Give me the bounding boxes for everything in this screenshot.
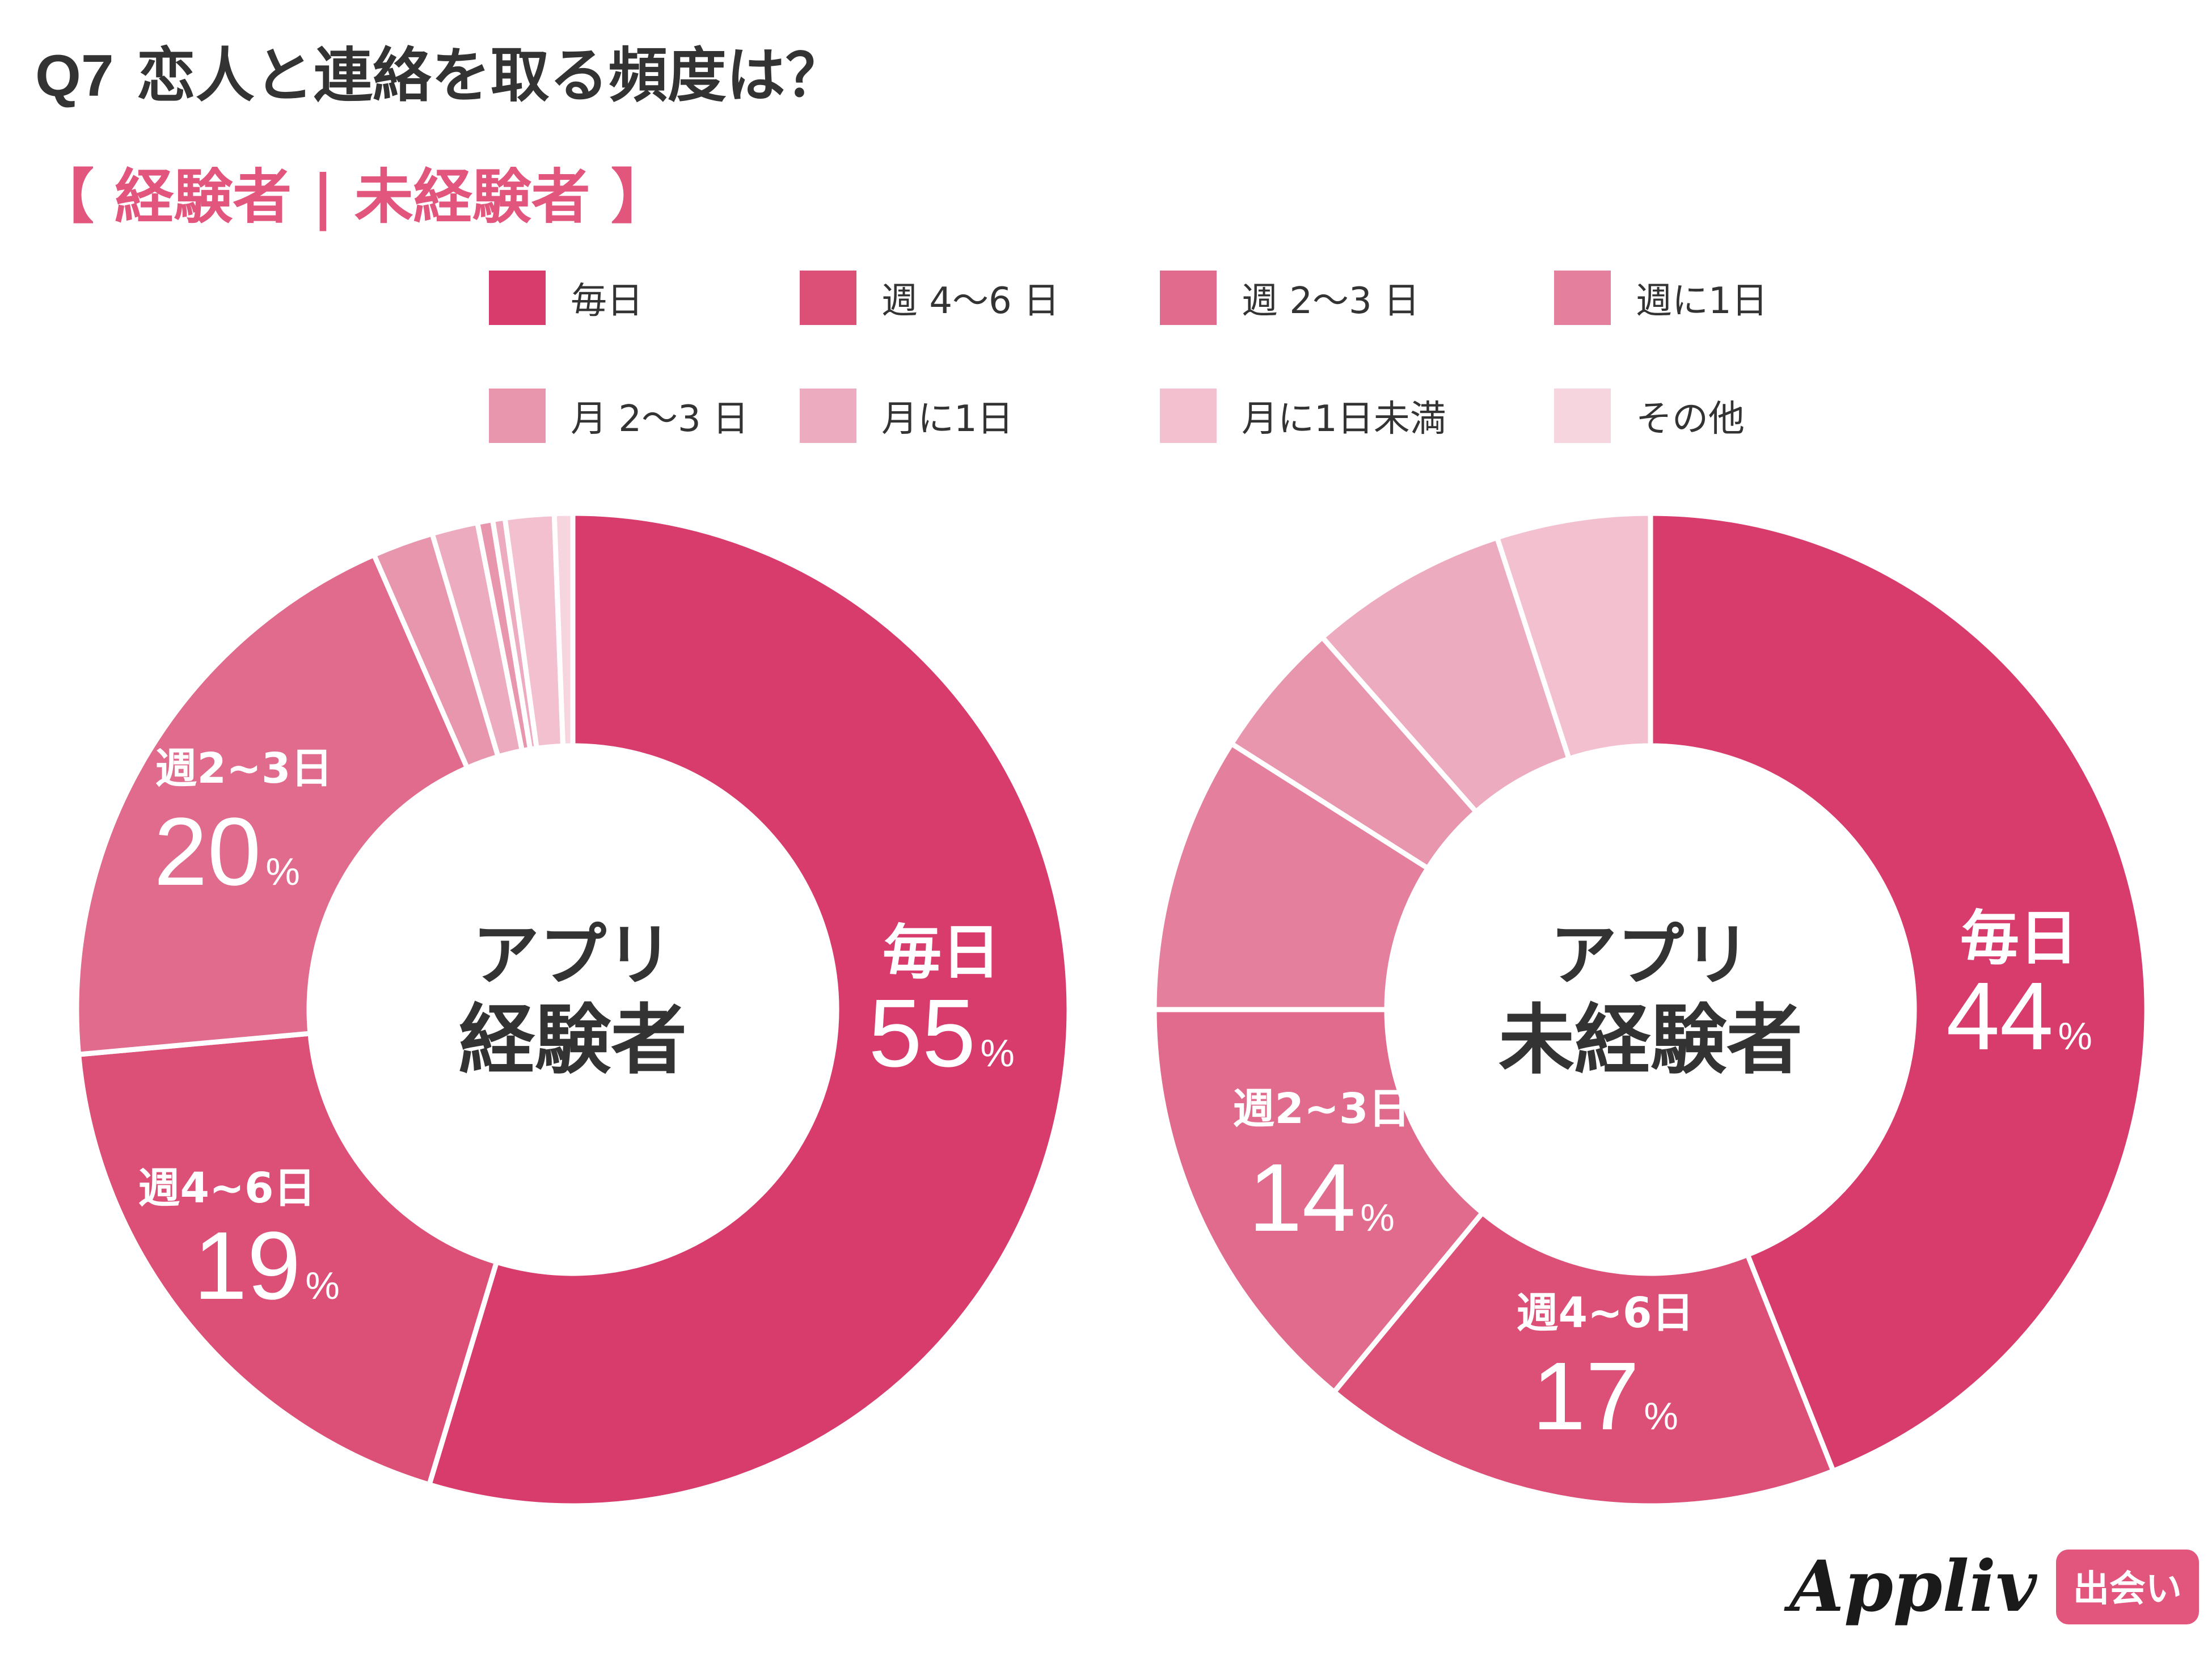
donut-slice [1151, 740, 1432, 1012]
legend-label: 月に1日 [881, 398, 1014, 440]
percent-sign: % [265, 850, 299, 893]
percent-sign: % [305, 1264, 339, 1307]
chart-title: Q7 恋人と連絡を取る頻度は？ [35, 27, 845, 113]
legend-label: 週に1日 [1636, 280, 1768, 322]
legend-swatch [1160, 389, 1217, 443]
legend-swatch [800, 271, 856, 325]
legend-item: 週 2〜3 日 [1160, 271, 1420, 325]
donut-slice [1330, 1209, 1837, 1509]
legend-label: その他 [1636, 398, 1745, 440]
percent-sign: % [2058, 1015, 2092, 1058]
center-label-top: アプリ [472, 916, 673, 994]
legend-label: 週 4〜6 日 [881, 280, 1060, 322]
percent-sign: % [1360, 1196, 1394, 1239]
legend-label: 週 2〜3 日 [1242, 280, 1420, 322]
donut-slice [426, 510, 1072, 1509]
legend-swatch [489, 389, 546, 443]
legend-swatch [489, 271, 546, 325]
donut-slice [1648, 510, 2150, 1475]
data-label-category: 週4~6日 [1517, 1289, 1694, 1337]
data-label-category: 週2~3日 [155, 744, 333, 793]
data-label-category: 週4~6日 [138, 1164, 316, 1213]
appliv-logo: Appliv 出会い [1789, 1546, 2199, 1628]
legend-item: 月に1日 [800, 389, 1014, 443]
legend-label: 月 2〜3 日 [571, 398, 749, 440]
donut-slice [74, 551, 471, 1058]
question-text: 恋人と連絡を取る頻度は？ [136, 41, 845, 110]
center-label-bottom: 未経験者 [1498, 996, 1802, 1084]
legend-item: 週 4〜6 日 [800, 271, 1059, 325]
percent-sign: % [980, 1032, 1014, 1075]
legend-item: 月 2〜3 日 [489, 389, 749, 443]
legend-item: 月に1日未満 [1160, 389, 1446, 443]
legend-swatch [1160, 271, 1217, 325]
data-label-category: 週2~3日 [1233, 1084, 1411, 1133]
legend-label: 毎日 [571, 280, 643, 322]
legend-label: 月に1日未満 [1242, 398, 1446, 440]
data-label-category: 毎日 [1960, 904, 2078, 973]
data-label-value: 17% [1532, 1343, 1678, 1450]
legend-item: 毎日 [489, 271, 643, 325]
legend: 毎日 週 4〜6 日 週 2〜3 日 週に1日 月 2〜3 日 月に1日 月に1… [0, 0, 2212, 454]
center-label-bottom: 経験者 [459, 996, 687, 1084]
data-label-category: 毎日 [883, 918, 1001, 987]
legend-item: 週に1日 [1554, 271, 1768, 325]
logo-text: Appliv [1789, 1546, 2037, 1628]
percent-sign: % [1644, 1395, 1678, 1438]
donut-slice [1493, 510, 1653, 762]
donut-slice [1151, 1007, 1486, 1396]
legend-swatch [1554, 271, 1611, 325]
legend-swatch [1554, 389, 1611, 443]
question-number: Q7 [35, 43, 114, 109]
donut-slice [551, 510, 576, 749]
donut-slice [75, 1031, 500, 1488]
center-label-top: アプリ [1550, 916, 1751, 994]
legend-swatch [800, 389, 856, 443]
chart-subtitle: 【 経験者 | 未経験者 】 [35, 162, 670, 231]
legend-item: その他 [1554, 389, 1745, 443]
logo-badge: 出会い [2055, 1549, 2199, 1624]
